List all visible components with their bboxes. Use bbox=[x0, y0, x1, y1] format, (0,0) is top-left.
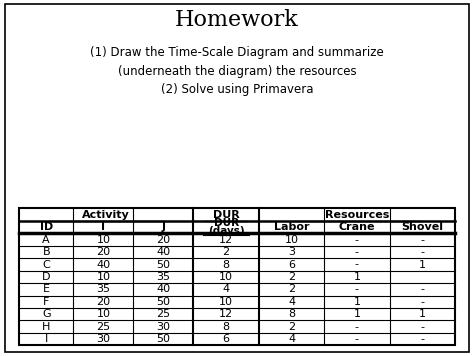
Text: (1) Draw the Time-Scale Diagram and summarize
(underneath the diagram) the resou: (1) Draw the Time-Scale Diagram and summ… bbox=[90, 46, 384, 96]
Text: 10: 10 bbox=[284, 235, 299, 245]
Text: 30: 30 bbox=[156, 322, 171, 332]
Text: Homework: Homework bbox=[175, 9, 299, 31]
Text: 35: 35 bbox=[96, 284, 110, 294]
Text: -: - bbox=[420, 284, 424, 294]
Text: 4: 4 bbox=[288, 334, 295, 344]
Text: 50: 50 bbox=[156, 334, 171, 344]
Text: 40: 40 bbox=[156, 284, 171, 294]
Text: 4: 4 bbox=[288, 297, 295, 307]
Text: -: - bbox=[355, 322, 359, 332]
Text: 20: 20 bbox=[156, 235, 171, 245]
Text: H: H bbox=[42, 322, 50, 332]
Text: 1: 1 bbox=[354, 297, 360, 307]
Text: D: D bbox=[42, 272, 50, 282]
Text: 3: 3 bbox=[288, 247, 295, 257]
Text: DUR: DUR bbox=[213, 218, 239, 228]
Text: 6: 6 bbox=[223, 334, 229, 344]
Text: 10: 10 bbox=[219, 272, 233, 282]
Text: C: C bbox=[42, 260, 50, 269]
Text: B: B bbox=[42, 247, 50, 257]
Text: Activity: Activity bbox=[82, 210, 130, 220]
Text: 35: 35 bbox=[156, 272, 171, 282]
Text: 20: 20 bbox=[96, 247, 110, 257]
Text: 25: 25 bbox=[96, 322, 110, 332]
Text: -: - bbox=[355, 284, 359, 294]
Text: 2: 2 bbox=[222, 247, 230, 257]
Text: 8: 8 bbox=[222, 260, 230, 269]
Text: 20: 20 bbox=[96, 297, 110, 307]
Text: -: - bbox=[420, 235, 424, 245]
Text: -: - bbox=[355, 247, 359, 257]
Text: 6: 6 bbox=[288, 260, 295, 269]
Text: Crane: Crane bbox=[338, 222, 375, 232]
Text: 1: 1 bbox=[419, 260, 426, 269]
Text: 50: 50 bbox=[156, 260, 171, 269]
Text: 2: 2 bbox=[288, 272, 295, 282]
Text: 8: 8 bbox=[222, 322, 230, 332]
Text: J: J bbox=[162, 222, 165, 232]
Text: ID: ID bbox=[40, 222, 53, 232]
Text: 10: 10 bbox=[96, 309, 110, 319]
Text: (days): (days) bbox=[208, 226, 245, 236]
Text: 12: 12 bbox=[219, 235, 233, 245]
Text: -: - bbox=[420, 247, 424, 257]
Text: 1: 1 bbox=[354, 272, 360, 282]
Text: A: A bbox=[42, 235, 50, 245]
Text: -: - bbox=[420, 297, 424, 307]
Text: -: - bbox=[355, 260, 359, 269]
Text: 50: 50 bbox=[156, 297, 171, 307]
Text: I: I bbox=[45, 334, 48, 344]
Text: G: G bbox=[42, 309, 51, 319]
Text: Shovel: Shovel bbox=[401, 222, 443, 232]
Text: 40: 40 bbox=[96, 260, 110, 269]
Text: 10: 10 bbox=[96, 272, 110, 282]
Text: 4: 4 bbox=[222, 284, 230, 294]
Text: 12: 12 bbox=[219, 309, 233, 319]
Text: F: F bbox=[43, 297, 49, 307]
Text: I: I bbox=[101, 222, 105, 232]
Text: Labor: Labor bbox=[274, 222, 309, 232]
Text: 1: 1 bbox=[354, 309, 360, 319]
Text: 1: 1 bbox=[419, 309, 426, 319]
Text: 2: 2 bbox=[288, 322, 295, 332]
Text: 25: 25 bbox=[156, 309, 171, 319]
Text: E: E bbox=[43, 284, 50, 294]
Text: 30: 30 bbox=[96, 334, 110, 344]
Text: 2: 2 bbox=[288, 284, 295, 294]
Text: -: - bbox=[420, 322, 424, 332]
Text: 8: 8 bbox=[288, 309, 295, 319]
Text: -: - bbox=[355, 235, 359, 245]
Text: 40: 40 bbox=[156, 247, 171, 257]
Text: 10: 10 bbox=[96, 235, 110, 245]
Text: -: - bbox=[420, 334, 424, 344]
Text: 10: 10 bbox=[219, 297, 233, 307]
Text: DUR: DUR bbox=[213, 210, 239, 220]
Text: -: - bbox=[355, 334, 359, 344]
Text: Resources: Resources bbox=[325, 210, 389, 220]
